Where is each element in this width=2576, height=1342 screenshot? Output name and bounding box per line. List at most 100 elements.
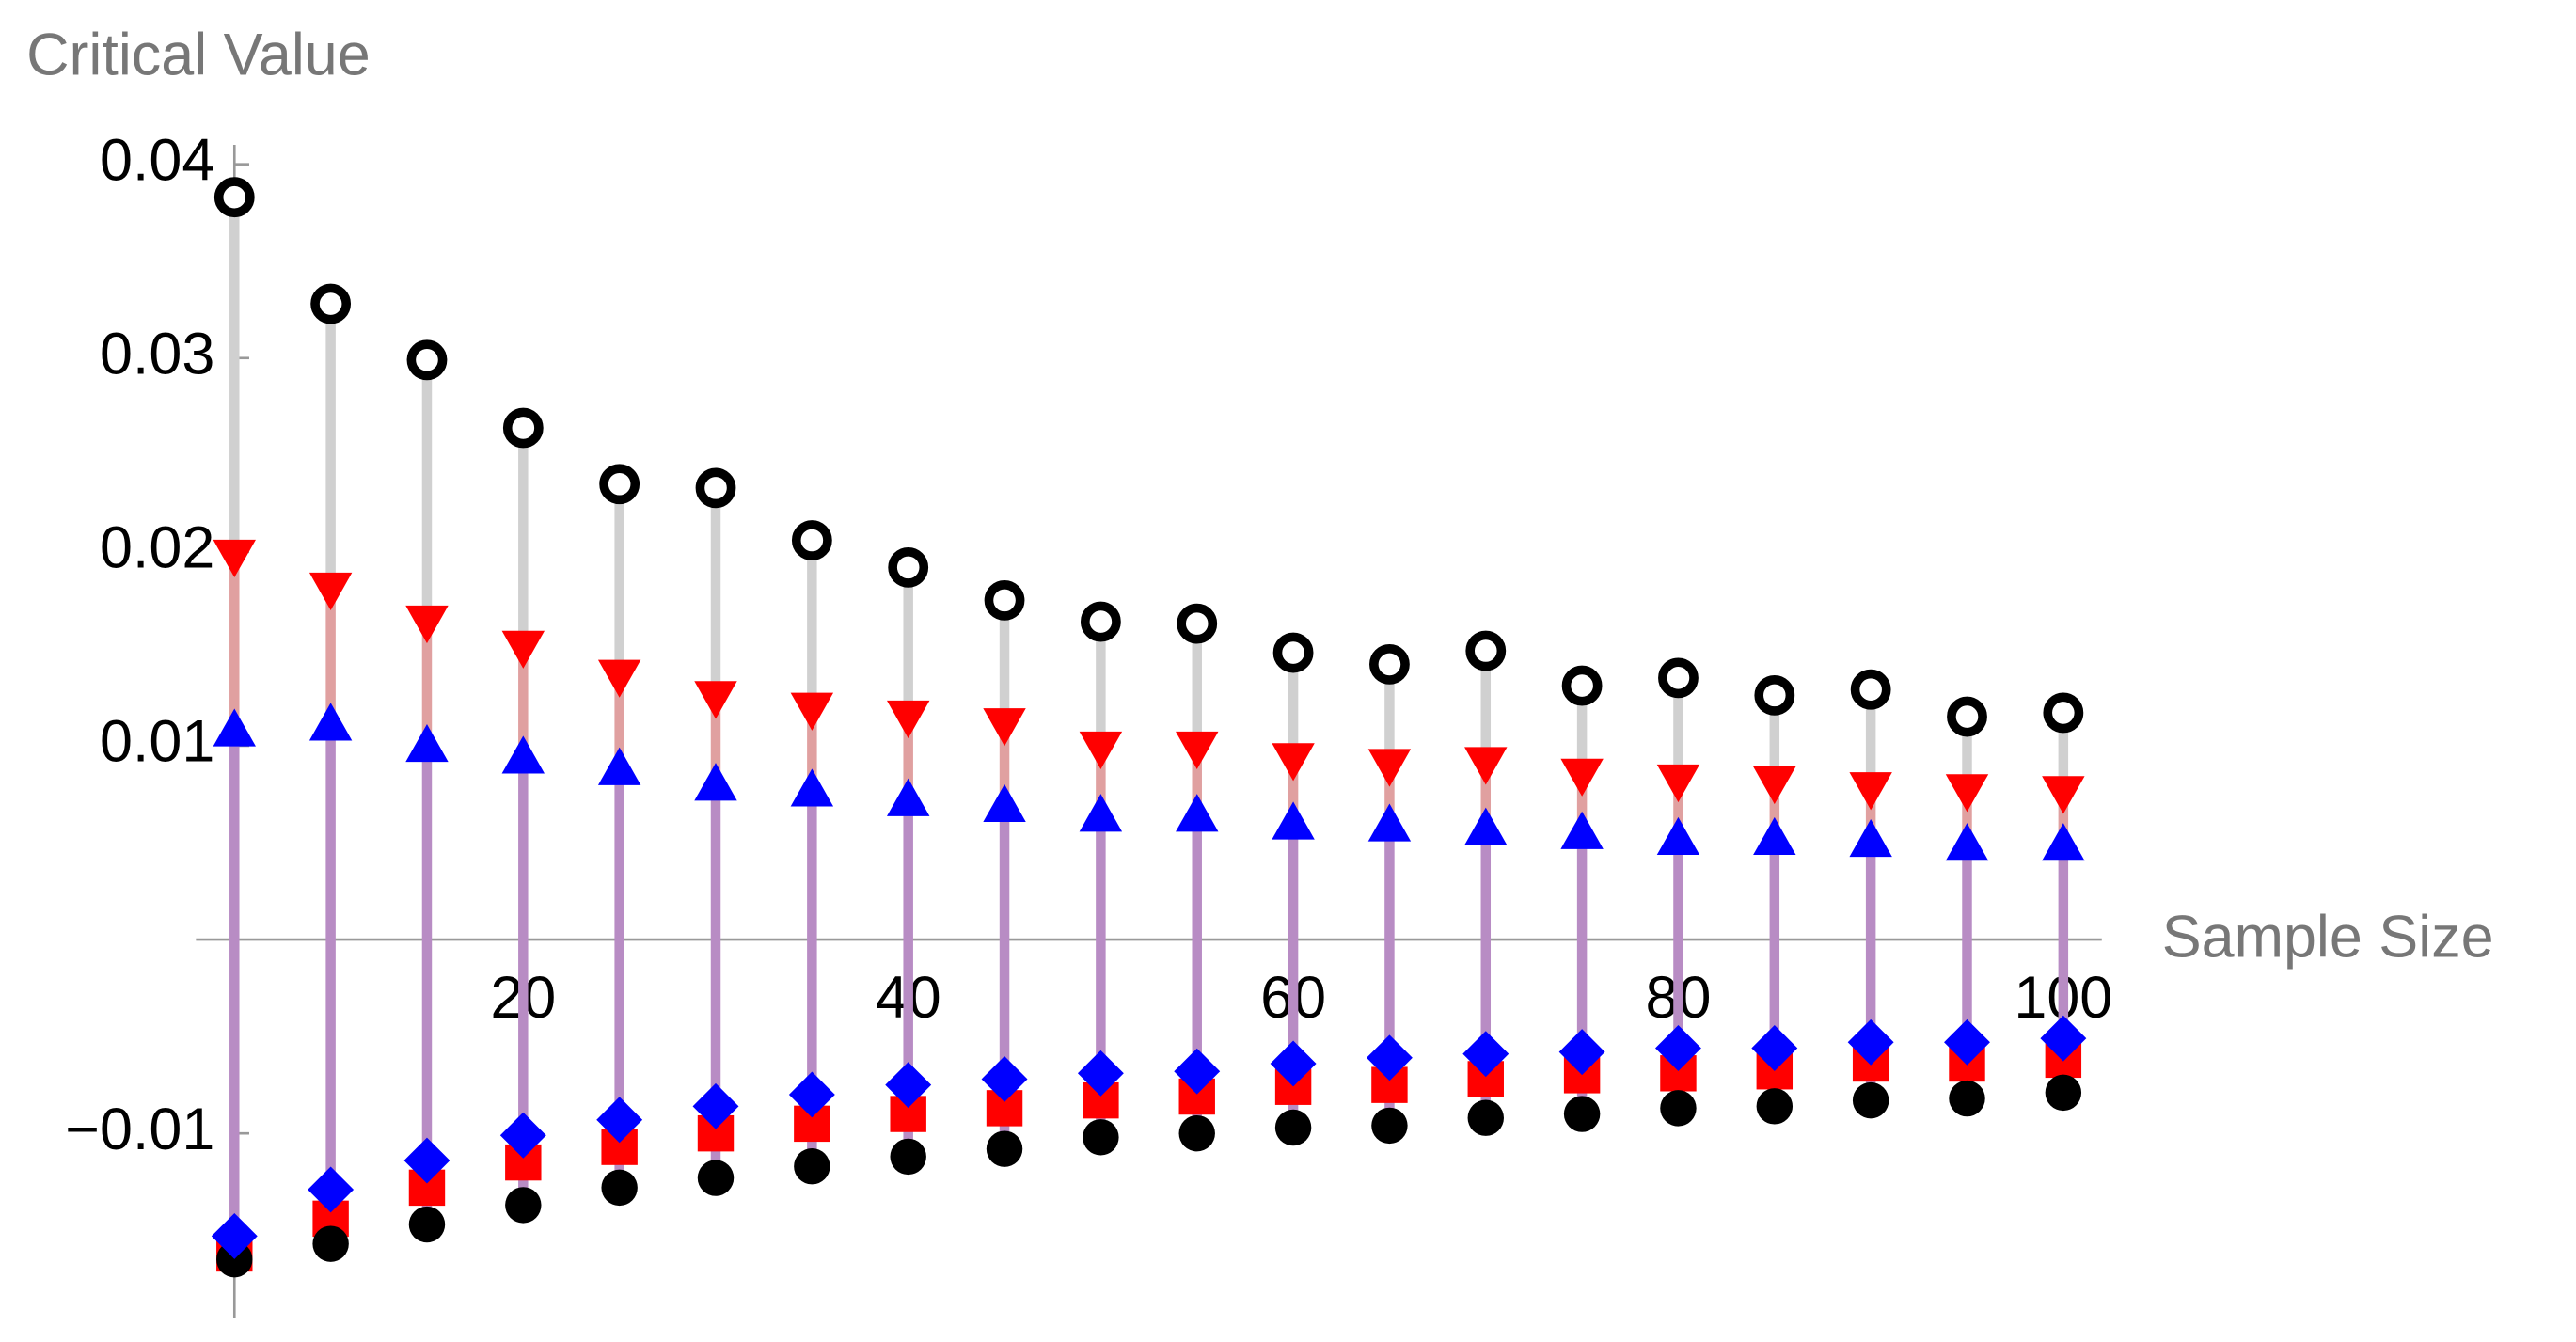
y-axis-label: Critical Value [26, 22, 371, 87]
down-triangle-marker [501, 630, 545, 669]
open-circle-marker [1080, 601, 1121, 642]
diamond-marker [1077, 1050, 1124, 1097]
filled-circle-marker [408, 1206, 446, 1243]
down-triangle-marker [1753, 766, 1796, 805]
filled-circle-marker [2045, 1074, 2082, 1112]
down-triangle-marker [694, 681, 737, 719]
filled-circle-marker [1467, 1099, 1504, 1136]
diamond-marker [211, 1212, 258, 1259]
up-triangle-marker [1079, 794, 1123, 832]
open-circle-marker [1177, 603, 1218, 644]
open-circle-marker [2043, 692, 2084, 734]
open-circle-marker [1754, 674, 1795, 716]
filled-circle-marker [697, 1160, 735, 1196]
diamond-marker [788, 1071, 835, 1118]
filled-circle-marker [601, 1169, 638, 1207]
open-circle-marker [310, 283, 352, 324]
down-triangle-marker [1945, 774, 1989, 813]
open-circle-marker [984, 579, 1025, 621]
open-circle-marker [406, 339, 448, 381]
down-triangle-marker [308, 572, 353, 611]
down-triangle-marker [597, 659, 641, 698]
up-triangle-marker [1753, 816, 1796, 856]
open-circle-marker [1369, 644, 1410, 685]
down-triangle-marker [1656, 764, 1700, 803]
open-circle-marker [695, 467, 736, 509]
up-triangle-marker [1176, 794, 1219, 832]
filled-circle-marker [1660, 1090, 1697, 1127]
open-circle-marker [599, 464, 640, 505]
filled-circle-marker [1756, 1088, 1794, 1125]
filled-circle-marker [890, 1138, 926, 1176]
filled-circle-marker [312, 1225, 349, 1262]
down-triangle-marker [1464, 747, 1508, 785]
up-triangle-marker [1464, 807, 1508, 845]
diamond-marker [403, 1137, 450, 1184]
diamond-marker [981, 1056, 1028, 1102]
up-triangle-marker [1272, 801, 1315, 840]
diamond-marker [1366, 1034, 1413, 1081]
filled-circle-marker [794, 1148, 830, 1185]
open-circle-marker [1465, 630, 1507, 671]
open-circle-marker [213, 177, 255, 218]
down-triangle-marker [213, 539, 256, 578]
diamond-marker [1558, 1029, 1605, 1076]
up-triangle-marker [790, 768, 834, 807]
y-tick-label: 0.01 [100, 709, 214, 775]
up-triangle-marker [1849, 818, 1892, 858]
down-triangle-marker [1560, 758, 1604, 797]
up-triangle-marker [2042, 823, 2085, 861]
diamond-marker [1462, 1031, 1509, 1078]
up-triangle-marker [1945, 823, 1989, 861]
diamond-marker [596, 1097, 643, 1144]
down-triangle-marker [405, 605, 449, 644]
filled-circle-marker [1274, 1109, 1312, 1146]
up-triangle-marker [983, 783, 1026, 823]
diamond-marker [1655, 1025, 1701, 1071]
up-triangle-marker [597, 747, 641, 785]
open-circle-marker [1658, 657, 1699, 699]
filled-circle-marker [505, 1187, 542, 1224]
filled-circle-marker [1852, 1081, 1889, 1119]
up-triangle-marker [1367, 803, 1412, 842]
y-tick-label: 0.04 [100, 127, 214, 193]
up-triangle-marker [405, 723, 449, 763]
down-triangle-marker [1849, 772, 1892, 811]
down-triangle-marker [1176, 731, 1219, 770]
open-circle-marker [1272, 632, 1314, 673]
diamond-marker [1944, 1018, 1990, 1066]
filled-circle-marker [1563, 1096, 1601, 1132]
filled-circle-marker [1083, 1119, 1119, 1156]
down-triangle-marker [983, 708, 1026, 747]
filled-circle-marker [986, 1130, 1023, 1167]
open-circle-marker [1947, 696, 1987, 737]
up-triangle-marker [308, 703, 353, 741]
filled-circle-marker [1178, 1114, 1215, 1152]
open-circle-marker [888, 546, 929, 588]
y-tick-label: −0.01 [65, 1097, 214, 1162]
down-triangle-marker [2042, 776, 2085, 814]
diamond-marker [499, 1112, 546, 1159]
diamond-marker [1751, 1025, 1798, 1071]
down-triangle-marker [886, 700, 930, 739]
filled-circle-marker [1949, 1080, 1985, 1117]
diamond-marker [1270, 1040, 1317, 1087]
diamond-marker [1174, 1048, 1221, 1095]
y-tick-label: 0.03 [100, 321, 214, 387]
y-tick-label: 0.02 [100, 514, 214, 580]
open-circle-marker [1561, 665, 1603, 706]
filled-circle-marker [1371, 1107, 1408, 1145]
up-triangle-marker [694, 763, 737, 801]
up-triangle-marker [501, 735, 545, 774]
diamond-marker [885, 1062, 932, 1109]
open-circle-marker [1850, 669, 1891, 710]
down-triangle-marker [1272, 743, 1315, 782]
diamond-marker [1847, 1018, 1894, 1066]
diamond-marker [692, 1082, 739, 1129]
up-triangle-marker [213, 708, 256, 747]
open-circle-marker [502, 407, 544, 449]
x-axis-label: Sample Size [2162, 904, 2494, 970]
up-triangle-marker [1560, 811, 1604, 849]
up-triangle-marker [886, 778, 930, 816]
